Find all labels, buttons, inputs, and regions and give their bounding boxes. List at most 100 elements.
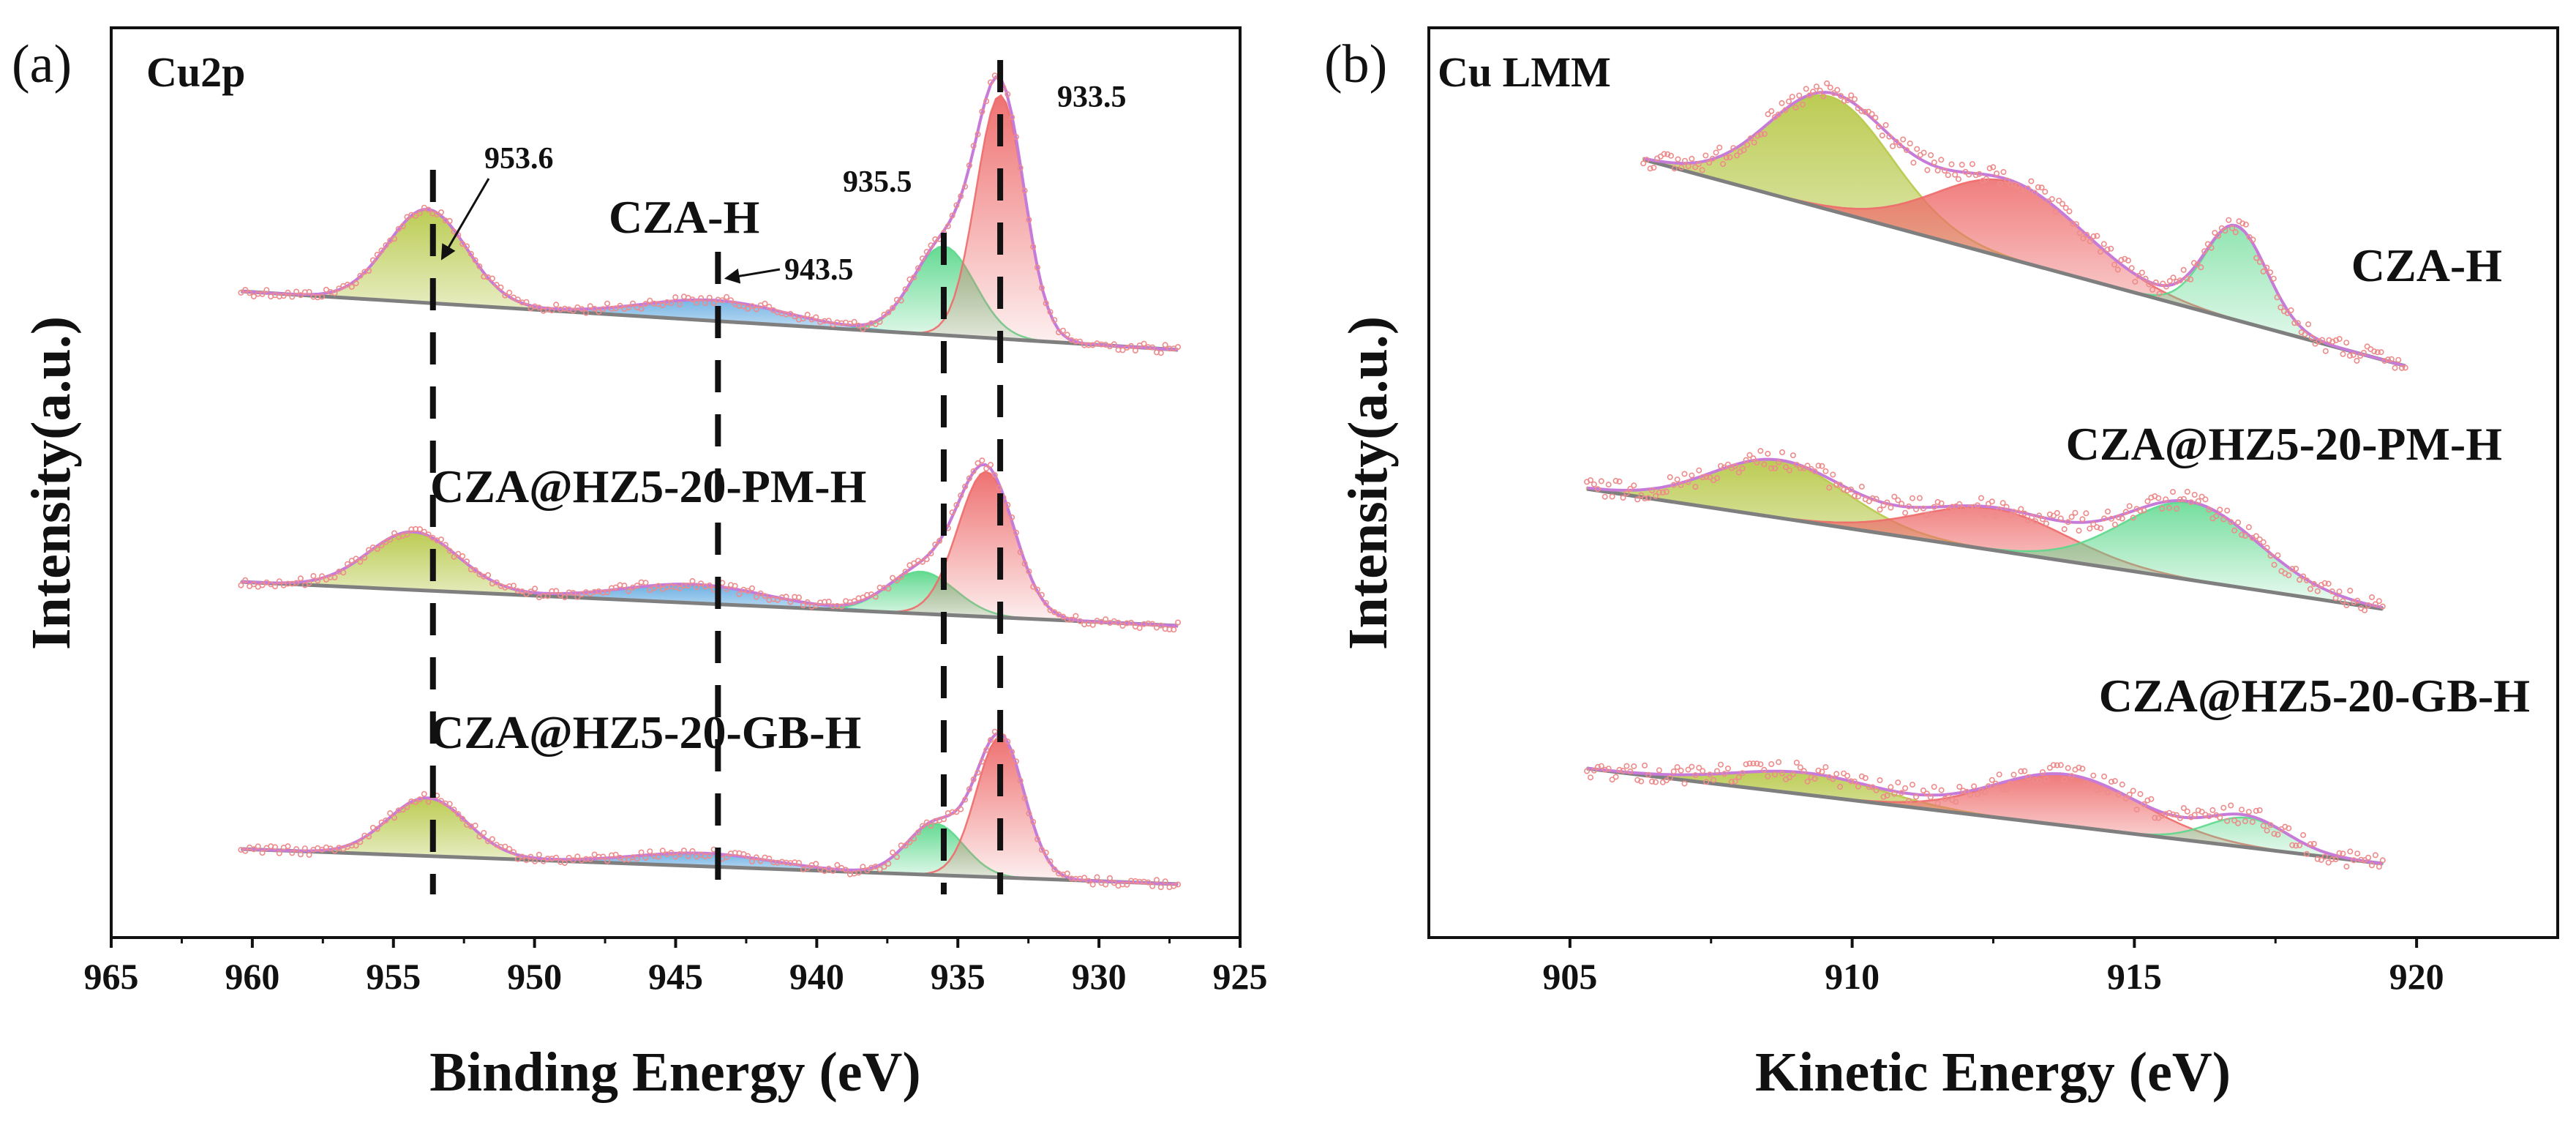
b-raw-point: [1971, 783, 1978, 790]
b-raw-point: [1744, 141, 1751, 148]
a-raw-point: [582, 310, 589, 316]
b-raw-point: [1880, 793, 1887, 800]
a-raw-point: [383, 242, 389, 249]
b-raw-point: [1663, 488, 1670, 495]
b-raw-point: [2260, 268, 2267, 274]
a-raw-point: [455, 811, 462, 818]
b-raw-point: [1797, 465, 1803, 471]
a-raw-point: [915, 829, 922, 836]
b-raw-point: [1869, 495, 1876, 501]
a-raw-point: [357, 839, 364, 845]
b-raw-point: [1598, 763, 1604, 769]
b-raw-point: [1656, 489, 1662, 495]
a-raw-point: [259, 850, 266, 856]
a-raw-point: [1089, 881, 1096, 888]
b-raw-point: [2369, 594, 2376, 600]
b-raw-point: [1643, 157, 1650, 163]
a-raw-point: [1115, 619, 1122, 626]
b-raw-point: [1709, 155, 1716, 162]
b-raw-point: [1754, 760, 1760, 767]
a-raw-point: [919, 558, 925, 565]
b-raw-point: [1588, 477, 1594, 484]
a-raw-point: [310, 572, 317, 579]
a-raw-point: [983, 747, 990, 753]
b-raw-point: [1851, 778, 1858, 785]
a-raw-point: [472, 823, 478, 829]
b-raw-point: [1869, 784, 1876, 790]
a-raw-point: [970, 143, 977, 149]
a-raw-point: [502, 843, 508, 850]
a-raw-point: [855, 322, 862, 329]
b-raw-point: [1996, 506, 2002, 512]
a-raw-point: [549, 307, 555, 314]
b-raw-point: [2057, 762, 2064, 768]
b-series-0: [1640, 80, 2408, 371]
b-raw-point: [1649, 778, 1656, 785]
a-raw-point: [672, 294, 679, 301]
b-raw-point: [2222, 228, 2228, 234]
b-raw-point: [1605, 482, 1612, 488]
a-raw-point: [570, 857, 577, 864]
b-raw-point: [1848, 486, 1855, 493]
b-raw-point: [2399, 364, 2406, 371]
a-raw-point: [319, 293, 326, 300]
b-raw-point: [1792, 104, 1799, 111]
b-raw-point: [2224, 818, 2231, 824]
b-raw-point: [1706, 160, 1713, 166]
b-raw-point: [2340, 850, 2346, 857]
b-raw-point: [2132, 278, 2138, 285]
a-tick-label: 950: [507, 956, 562, 997]
b-raw-point: [2007, 512, 2013, 519]
a-raw-point: [1064, 870, 1070, 877]
b-raw-point: [1830, 776, 1836, 782]
a-raw-point: [442, 542, 448, 548]
b-raw-point: [2264, 264, 2270, 271]
b-raw-point: [2043, 776, 2050, 782]
b-raw-point: [2083, 510, 2089, 517]
a-raw-point: [344, 561, 350, 567]
a-raw-point: [800, 602, 806, 608]
a-raw-point: [915, 265, 922, 272]
a-raw-point: [881, 311, 887, 318]
a-raw-point: [510, 583, 517, 589]
a-raw-point: [676, 851, 683, 858]
b-raw-point: [1711, 777, 1717, 783]
a-raw-point: [1119, 347, 1126, 354]
b-raw-point: [2347, 587, 2354, 594]
b-raw-point: [1858, 483, 1865, 490]
a-raw-point: [1103, 616, 1109, 623]
b-raw-point: [1904, 147, 1910, 154]
b-raw-point: [1681, 471, 1688, 477]
a-raw-point: [1005, 91, 1011, 97]
a-raw-point: [1009, 749, 1015, 755]
b-raw-point: [2084, 231, 2090, 238]
a-raw-point: [579, 306, 585, 313]
a-raw-point: [1111, 880, 1117, 886]
b-raw-point: [1934, 800, 1941, 807]
b-raw-point: [2087, 782, 2093, 789]
b-raw-point: [1906, 503, 1912, 509]
b-raw-point: [2354, 357, 2360, 364]
b-raw-point: [2346, 352, 2353, 359]
b-raw-point: [1938, 157, 1945, 163]
b-raw-point: [2208, 244, 2215, 251]
b-raw-point: [1923, 790, 1930, 797]
a-raw-point: [932, 541, 939, 547]
a-raw-point: [893, 577, 900, 584]
b-raw-point: [1924, 167, 1931, 173]
a-raw-point: [1051, 609, 1058, 616]
b-raw-point: [1761, 461, 1768, 468]
a-raw-point: [804, 311, 811, 318]
b-raw-point: [2297, 577, 2303, 583]
b-raw-point: [2336, 336, 2343, 343]
b-raw-point: [1931, 504, 1937, 510]
b-raw-point: [1976, 171, 1983, 177]
a-raw-point: [570, 590, 577, 596]
b-raw-point: [1837, 783, 1844, 790]
a-raw-point: [868, 591, 875, 598]
b-raw-point: [1876, 124, 1882, 130]
a-raw-point: [612, 584, 619, 591]
a-raw-point: [698, 580, 705, 587]
b-raw-point: [1623, 763, 1630, 769]
a-raw-point: [336, 285, 342, 292]
